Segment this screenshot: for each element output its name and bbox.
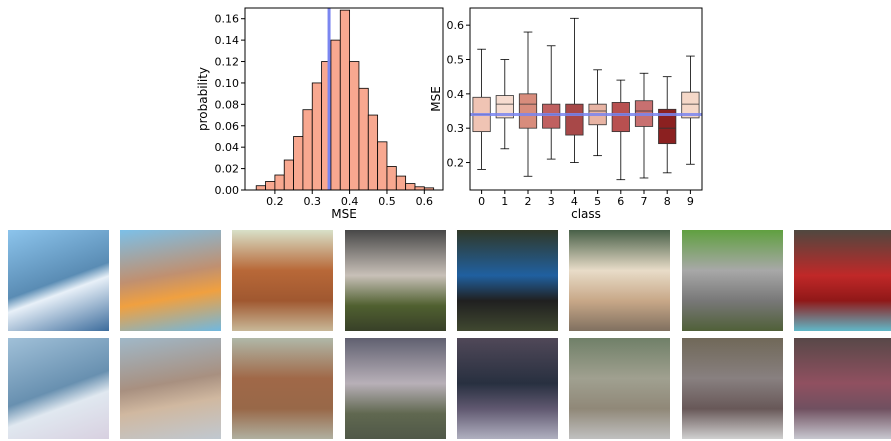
bar <box>405 183 416 191</box>
x-tick-label: 0.4 <box>341 195 359 208</box>
y-tick-label: 0.14 <box>215 34 240 47</box>
image <box>8 230 109 331</box>
x-tick-label: 9 <box>687 195 694 208</box>
image <box>794 230 891 331</box>
box <box>542 103 561 129</box>
image <box>232 338 333 439</box>
plot-frame <box>469 7 703 191</box>
bar <box>274 174 285 191</box>
x-tick-label: 0.6 <box>416 195 434 208</box>
y-tick-label: 0.00 <box>215 184 240 197</box>
y-tick-label: 0.06 <box>215 120 240 133</box>
image <box>457 230 558 331</box>
image <box>794 338 891 439</box>
y-tick-label: 0.10 <box>215 77 240 90</box>
x-axis-label: class <box>571 207 601 221</box>
bar <box>349 61 360 191</box>
y-tick-label: 0.16 <box>215 13 240 26</box>
x-tick-label: 3 <box>548 195 555 208</box>
image <box>682 338 783 439</box>
image <box>120 338 221 439</box>
box <box>495 95 514 119</box>
image <box>232 230 333 331</box>
x-tick-label: 0.5 <box>378 195 396 208</box>
y-tick-label: 0.2 <box>447 157 465 170</box>
y-tick-label: 0.4 <box>447 88 465 101</box>
x-tick-label: 6 <box>617 195 624 208</box>
bar <box>293 136 304 191</box>
y-tick-label: 0.08 <box>215 98 240 111</box>
y-tick-label: 0.3 <box>447 122 465 135</box>
x-tick-label: 2 <box>525 195 532 208</box>
image <box>8 338 109 439</box>
x-tick-label: 0 <box>478 195 485 208</box>
y-axis-label: MSE <box>429 86 443 112</box>
bar <box>302 109 313 191</box>
image <box>569 230 670 331</box>
x-tick-label: 4 <box>571 195 578 208</box>
bar <box>377 141 388 191</box>
image <box>682 230 783 331</box>
x-axis-label: MSE <box>331 207 357 221</box>
bar <box>339 9 351 191</box>
bar <box>265 181 276 191</box>
bar <box>283 159 294 191</box>
x-tick-label: 0.3 <box>303 195 321 208</box>
image <box>120 230 221 331</box>
image <box>569 338 670 439</box>
y-tick-label: 0.6 <box>447 19 465 32</box>
x-tick-label: 5 <box>594 195 601 208</box>
bar <box>330 39 341 191</box>
image <box>345 338 446 439</box>
image <box>345 230 446 331</box>
bar <box>395 175 407 191</box>
y-tick-label: 0.02 <box>215 163 240 176</box>
plot-frame <box>244 7 444 191</box>
box <box>518 93 538 129</box>
y-axis-label: probability <box>196 67 210 131</box>
bar <box>367 114 379 191</box>
bar <box>311 82 322 191</box>
charts: 0.00 0.02 0.04 0.06 0.08 0.10 0.12 0.14 0.16 prob… <box>196 7 703 221</box>
x-tick-label: 0.2 <box>266 195 284 208</box>
x-tick-label: 7 <box>641 195 648 208</box>
bar <box>358 87 369 191</box>
bar <box>386 166 397 191</box>
image <box>457 338 558 439</box>
box <box>681 91 700 119</box>
box <box>658 108 677 145</box>
y-tick-label: 0.5 <box>447 54 465 67</box>
x-tick-label: 1 <box>501 195 508 208</box>
box <box>611 102 630 133</box>
box <box>565 103 584 136</box>
y-tick-label: 0.12 <box>215 56 240 69</box>
x-tick-label: 8 <box>664 195 671 208</box>
bar <box>255 185 266 191</box>
y-tick-label: 0.04 <box>215 141 240 154</box>
